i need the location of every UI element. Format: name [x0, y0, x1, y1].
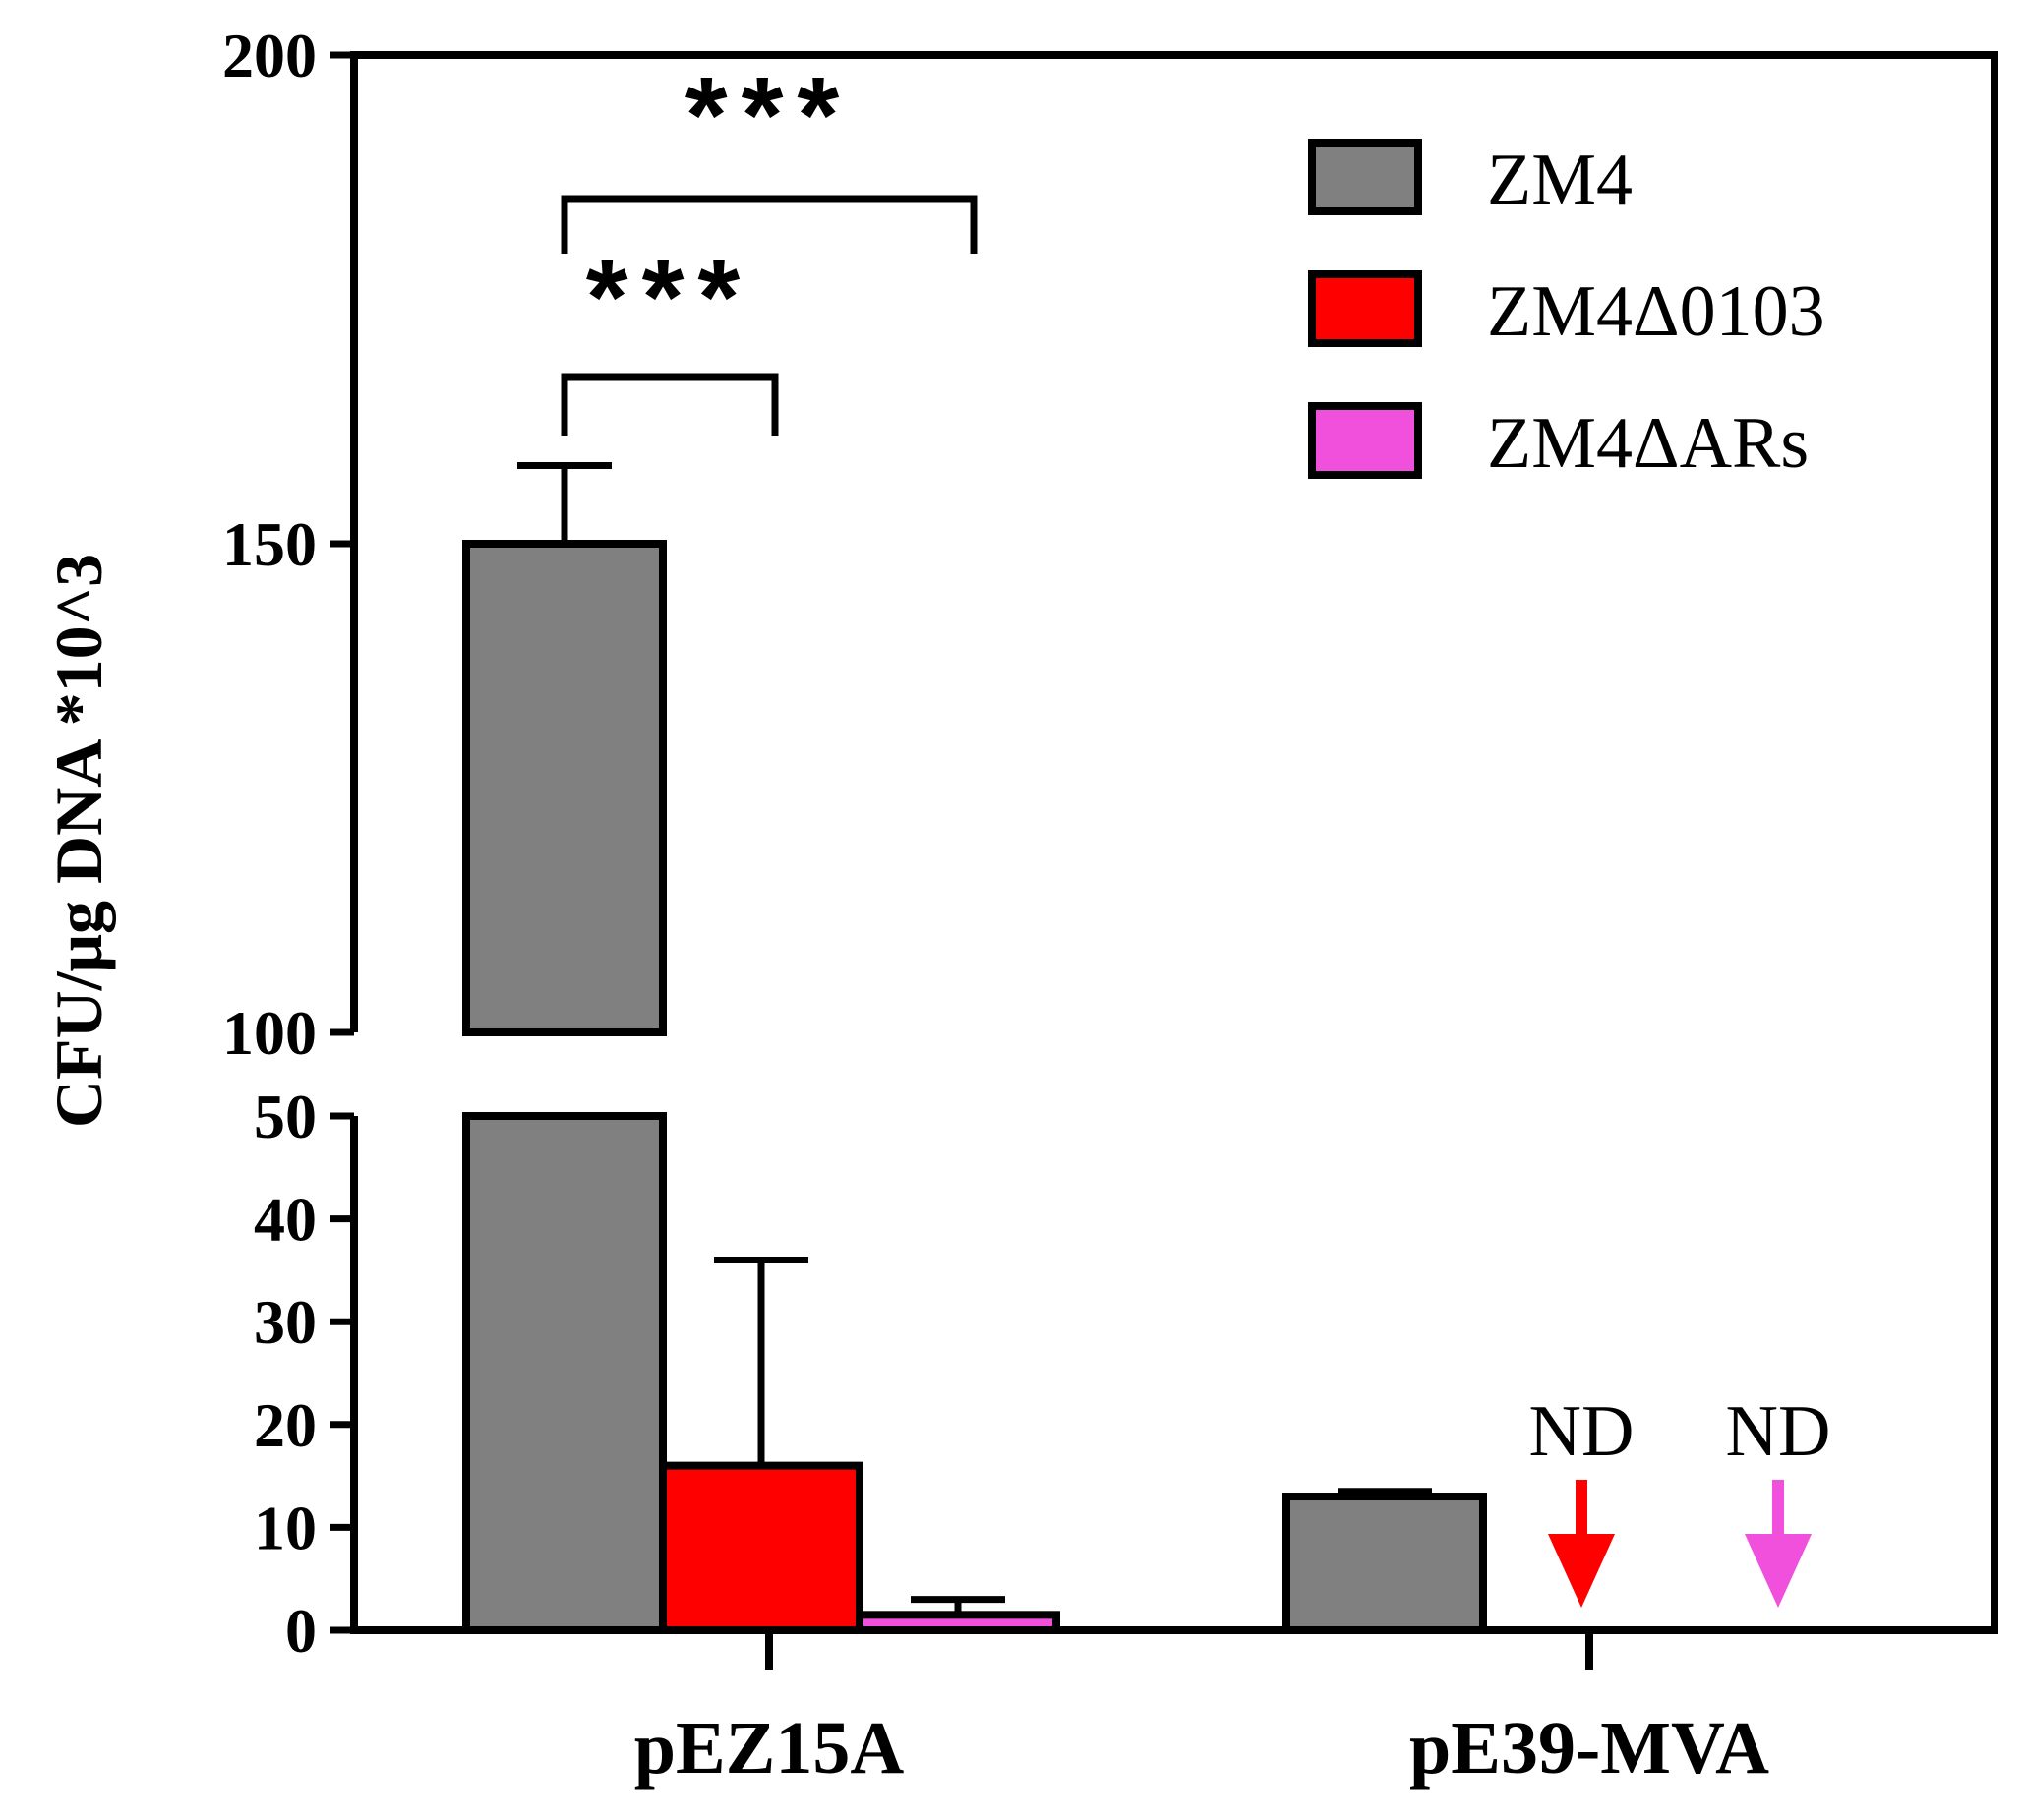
y-tick-label: 100 — [222, 998, 317, 1068]
y-tick-label: 50 — [254, 1082, 317, 1151]
bar-pEZ15A-ZM4 — [462, 540, 667, 1036]
significance-label: *** — [685, 55, 853, 176]
x-tick-label-pE39-MVA: pE39-MVA — [1409, 1707, 1769, 1790]
x-axis-ticks: pEZ15A pE39-MVA — [634, 1630, 1769, 1790]
bar-pE39-MVA-ZM4 — [1282, 1493, 1487, 1635]
nd-label-ZM4Δ0103: ND — [1529, 1391, 1635, 1472]
legend-label-ZM4ΔARs: ZM4ΔARs — [1487, 403, 1809, 484]
significance-bracket — [561, 373, 779, 436]
nd-arrow-head — [1745, 1534, 1812, 1608]
legend-label-ZM4: ZM4 — [1487, 140, 1633, 220]
significance-brackets: *** *** — [561, 55, 978, 436]
nd-label-ZM4ΔARs: ND — [1726, 1391, 1831, 1472]
legend-swatch-ZM4ΔARs — [1308, 402, 1422, 479]
y-axis-title: CFU/μg DNA *10^3 — [41, 554, 116, 1128]
significance-bracket — [561, 195, 978, 254]
error-bars — [517, 461, 1432, 1615]
y-axis-ticks: 0 10 20 30 40 50 100 150 200 — [222, 21, 354, 1666]
legend: ZM4 ZM4Δ0103 ZM4ΔARs — [1308, 139, 1825, 484]
legend-swatch-ZM4Δ0103 — [1308, 270, 1422, 347]
bar-pEZ15A-ZM4Δ0103 — [659, 1461, 863, 1635]
y-tick-label: 30 — [254, 1287, 317, 1357]
y-tick-label: 0 — [285, 1596, 317, 1666]
not-detected-markers: ND ND — [1529, 1391, 1831, 1608]
bars — [462, 540, 1487, 1635]
bar-pEZ15A-ZM4ΔARs — [856, 1611, 1060, 1635]
y-tick-label: 150 — [222, 509, 317, 579]
significance-label: *** — [586, 237, 753, 358]
y-tick-label: 20 — [254, 1390, 317, 1460]
y-tick-label: 40 — [254, 1185, 317, 1255]
legend-label-ZM4Δ0103: ZM4Δ0103 — [1487, 271, 1825, 352]
nd-arrow-head — [1548, 1534, 1615, 1608]
x-tick-label-pEZ15A: pEZ15A — [634, 1707, 905, 1790]
y-tick-label: 10 — [254, 1493, 317, 1562]
bar-pEZ15A-ZM4 — [462, 1112, 667, 1634]
legend-swatch-ZM4 — [1308, 139, 1422, 215]
y-tick-label: 200 — [222, 21, 317, 90]
